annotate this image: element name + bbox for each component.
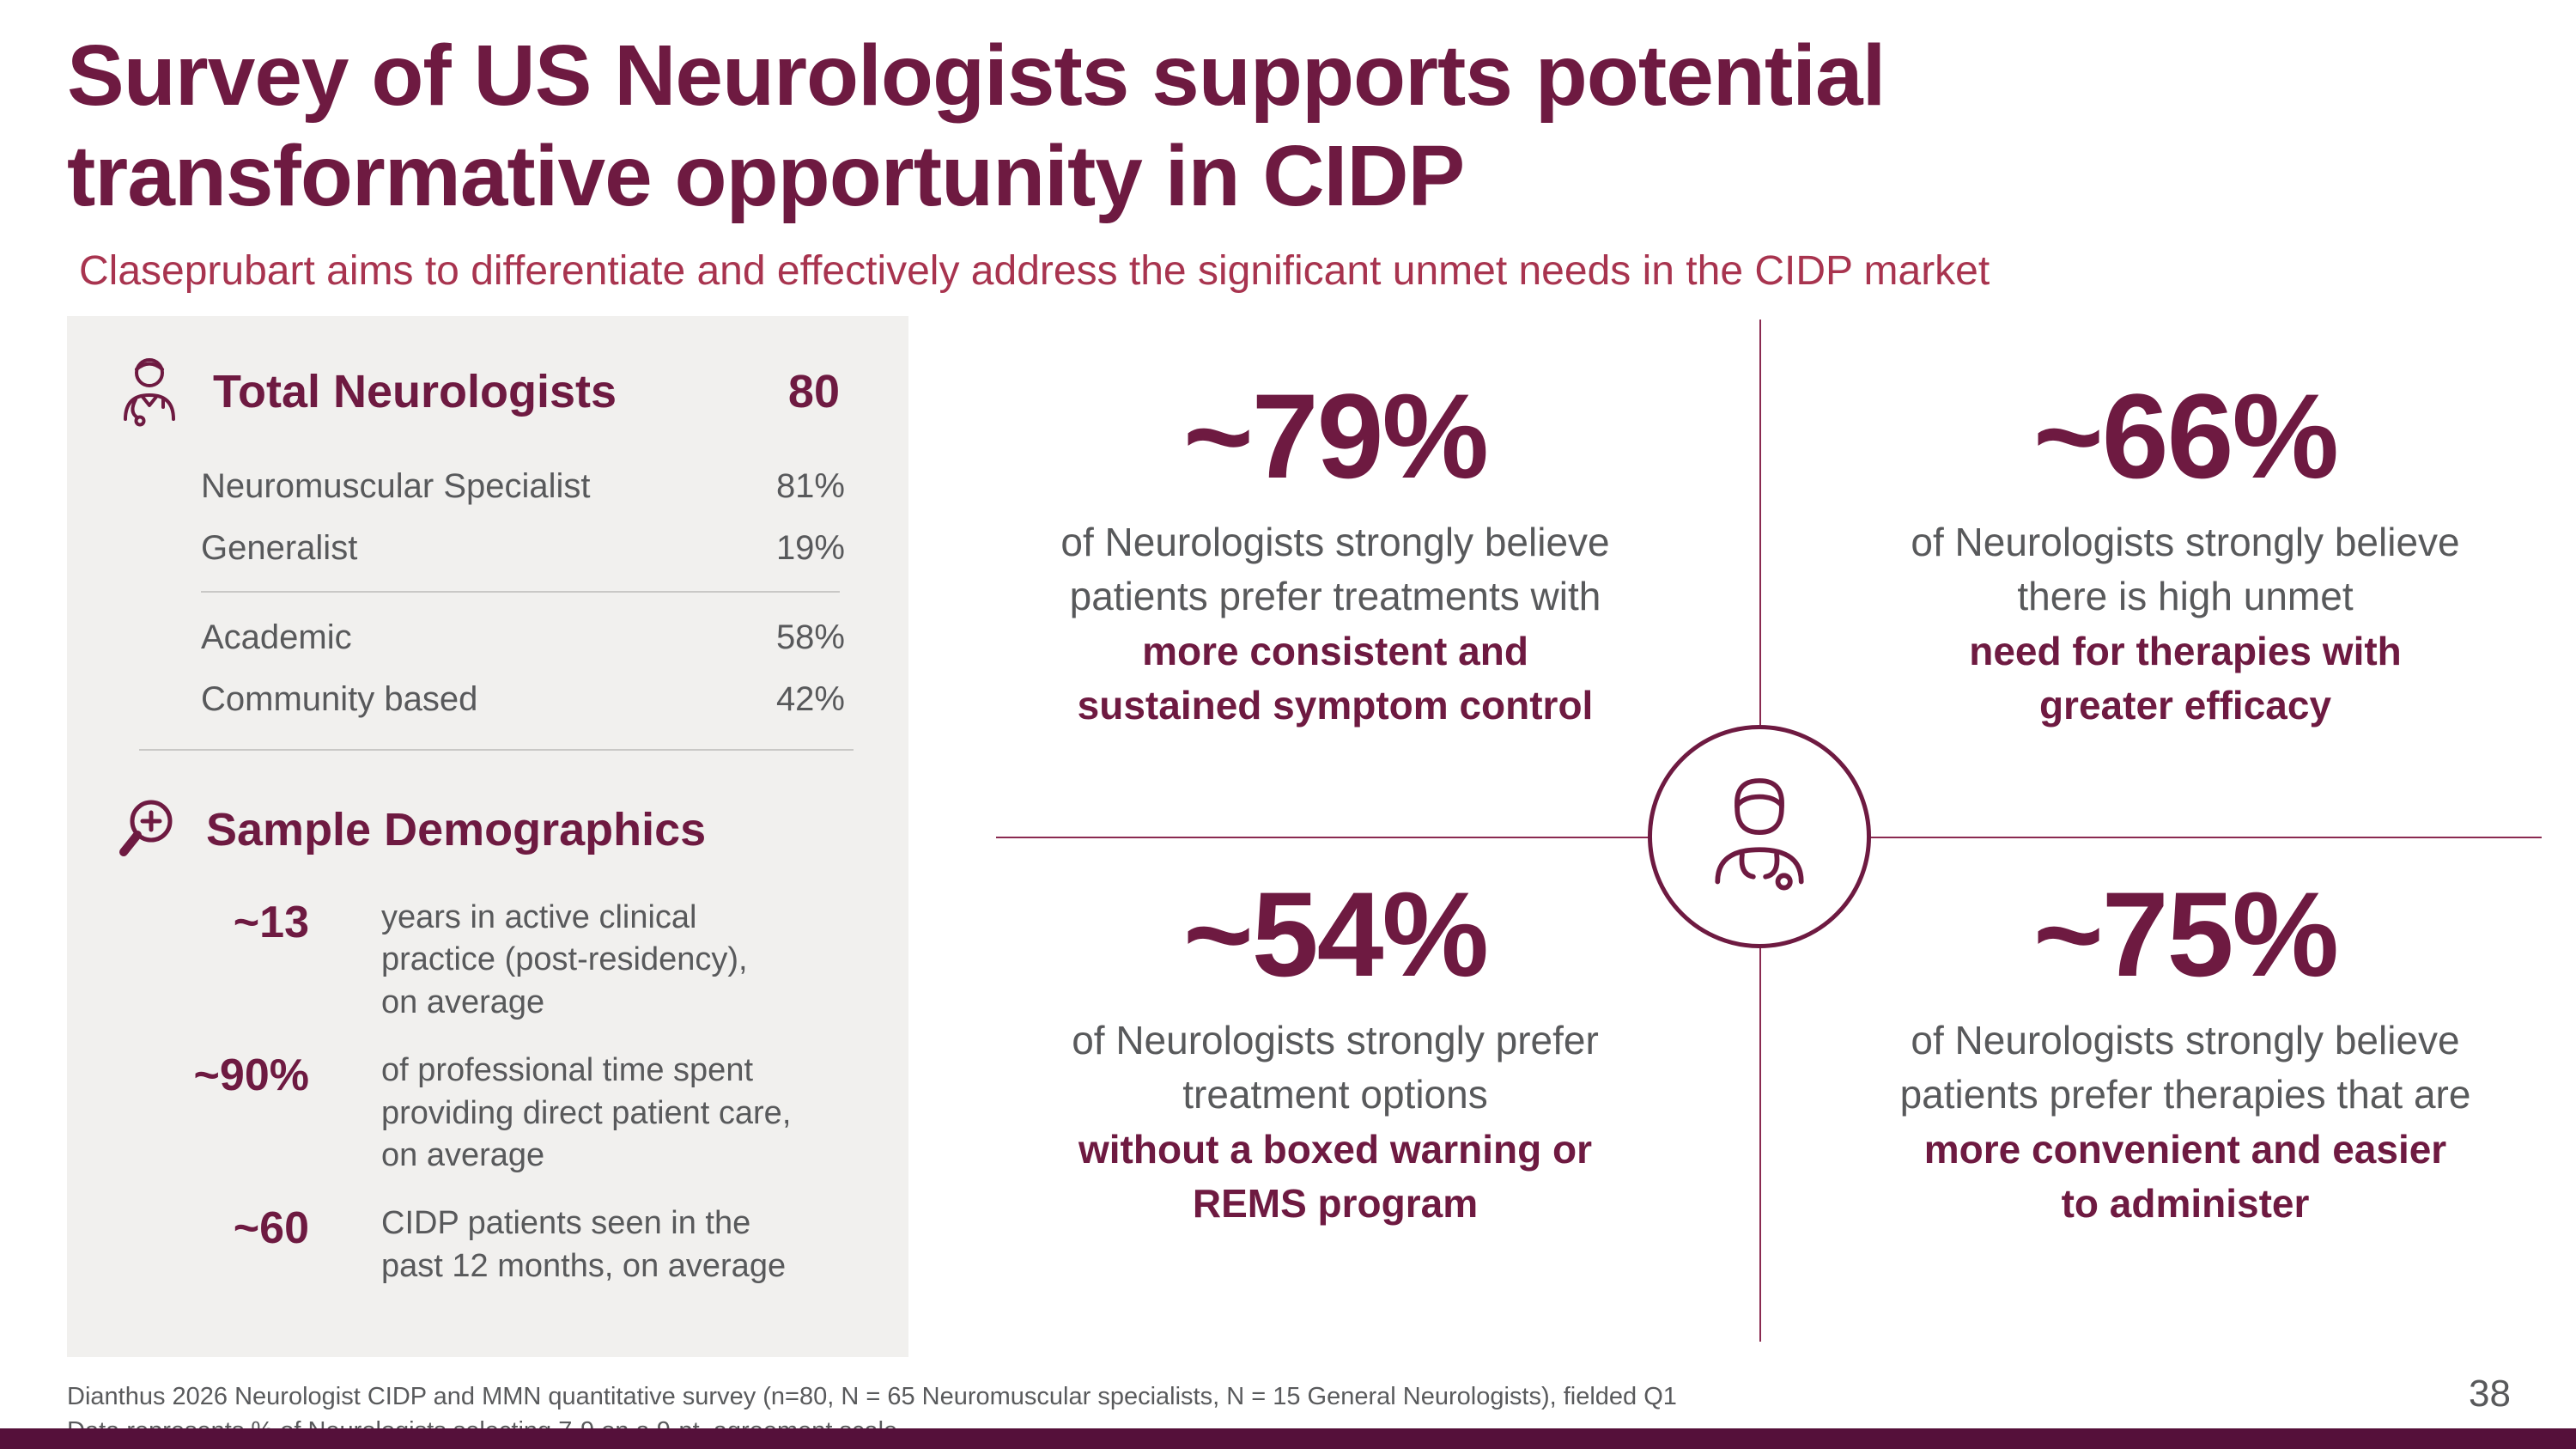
quadrant-grid: ~79% of Neurologists strongly believe pa… [910, 316, 2576, 1360]
total-neurologists-header: Total Neurologists 80 [105, 347, 871, 436]
demographic-row: ~90% of professional time spent providin… [105, 1050, 871, 1177]
survey-summary-panel: Total Neurologists 80 Neuromuscular Spec… [67, 316, 908, 1357]
stat-row: Academic 58% [201, 617, 845, 658]
demographic-stat: ~60 [233, 1203, 309, 1254]
sample-demographics-title: Sample Demographics [206, 804, 707, 855]
total-neurologists-label: Total Neurologists [213, 366, 617, 417]
quadrant-stat: ~79% [1183, 368, 1489, 503]
quadrant-stat: ~75% [2033, 867, 2339, 1002]
footer-bar [0, 1428, 2576, 1449]
sample-demographics-header: Sample Demographics [105, 788, 871, 871]
divider [201, 591, 840, 593]
specialty-breakdown: Neuromuscular Specialist 81% Generalist … [105, 466, 871, 720]
quadrant-symptom-control: ~79% of Neurologists strongly believe pa… [949, 376, 1722, 734]
stat-label: Generalist [201, 529, 358, 567]
demographic-stat: ~90% [193, 1050, 309, 1101]
demographic-stat: ~13 [233, 898, 309, 947]
quadrant-easier-administration: ~75% of Neurologists strongly believe pa… [1799, 874, 2572, 1232]
stat-value: 42% [775, 680, 845, 718]
doctor-icon [105, 347, 194, 436]
stat-row: Neuromuscular Specialist 81% [201, 466, 845, 507]
quadrant-stat: ~66% [2033, 368, 2339, 503]
demographics-list: ~13 years in active clinical practice (p… [105, 897, 871, 1288]
quadrant-stat: ~54% [1183, 867, 1489, 1002]
quadrant-greater-efficacy: ~66% of Neurologists strongly believe th… [1799, 376, 2572, 734]
doctor-circle-icon [1686, 761, 1833, 913]
quadrant-emphasis: more convenient and easier to administer [1923, 1126, 2447, 1227]
stat-label: Community based [201, 680, 478, 718]
demographic-desc: years in active clinical practice (post-… [381, 899, 748, 1020]
quadrant-emphasis: more consistent and sustained symptom co… [1077, 628, 1594, 728]
demographic-desc: CIDP patients seen in the past 12 months… [381, 1205, 787, 1284]
divider [139, 749, 854, 751]
stat-value: 58% [775, 618, 845, 656]
demographic-row: ~13 years in active clinical practice (p… [105, 897, 871, 1024]
doctor-badge [1648, 725, 1871, 948]
stat-value: 81% [775, 467, 845, 505]
magnifier-plus-icon [105, 788, 187, 871]
quadrant-emphasis: need for therapies with greater efficacy [1969, 628, 2402, 728]
page-title: Survey of US Neurologists supports poten… [67, 27, 1886, 224]
quadrant-no-boxed-warning: ~54% of Neurologists strongly prefer tre… [949, 874, 1722, 1232]
stat-label: Neuromuscular Specialist [201, 467, 591, 505]
demographic-row: ~60 CIDP patients seen in the past 12 mo… [105, 1202, 871, 1288]
total-neurologists-value: 80 [787, 366, 840, 417]
quadrant-text: of Neurologists strongly believe there i… [1911, 520, 2460, 619]
stat-label: Academic [201, 618, 352, 656]
demographic-desc: of professional time spent providing dir… [381, 1052, 792, 1173]
stat-value: 19% [775, 529, 845, 567]
quadrant-text: of Neurologists strongly believe patient… [1899, 1018, 2471, 1117]
stat-row: Generalist 19% [201, 527, 845, 569]
quadrant-emphasis: without a boxed warning or REMS program [1078, 1126, 1592, 1227]
stat-row: Community based 42% [201, 679, 845, 720]
quadrant-text: of Neurologists strongly prefer treatmen… [1072, 1018, 1599, 1117]
page-subtitle: Claseprubart aims to differentiate and e… [79, 248, 1990, 294]
page-number: 38 [2469, 1373, 2511, 1415]
quadrant-text: of Neurologists strongly believe patient… [1060, 520, 1610, 619]
